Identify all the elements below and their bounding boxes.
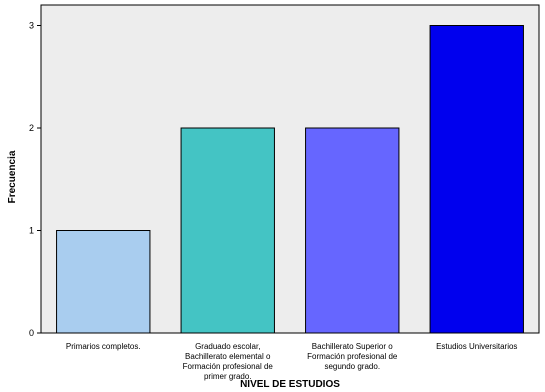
y-tick-label: 3	[29, 21, 34, 31]
bars	[56, 25, 524, 334]
x-tick-label: Bachillerato Superior o Formación profesi…	[307, 342, 398, 371]
y-axis-title: Frecuencia	[7, 150, 18, 203]
y-tick-label: 2	[29, 123, 34, 133]
x-axis-title: NIVEL DE ESTUDIOS	[240, 379, 340, 390]
x-tick-label: Primarios completos.	[66, 342, 141, 351]
bar	[305, 127, 400, 334]
bar	[180, 127, 275, 334]
x-axis-labels: Primarios completos. Graduado escolar, Bac…	[66, 342, 518, 381]
x-tick-label: Estudios Universitarios	[436, 342, 517, 351]
bar	[56, 230, 151, 334]
bar	[429, 25, 524, 334]
y-tick-label: 0	[29, 328, 34, 338]
y-tick-label: 1	[29, 226, 34, 236]
y-axis: 0 1 2 3	[29, 21, 41, 338]
x-tick-label: Graduado escolar, Bachillerato elemental …	[183, 342, 274, 381]
